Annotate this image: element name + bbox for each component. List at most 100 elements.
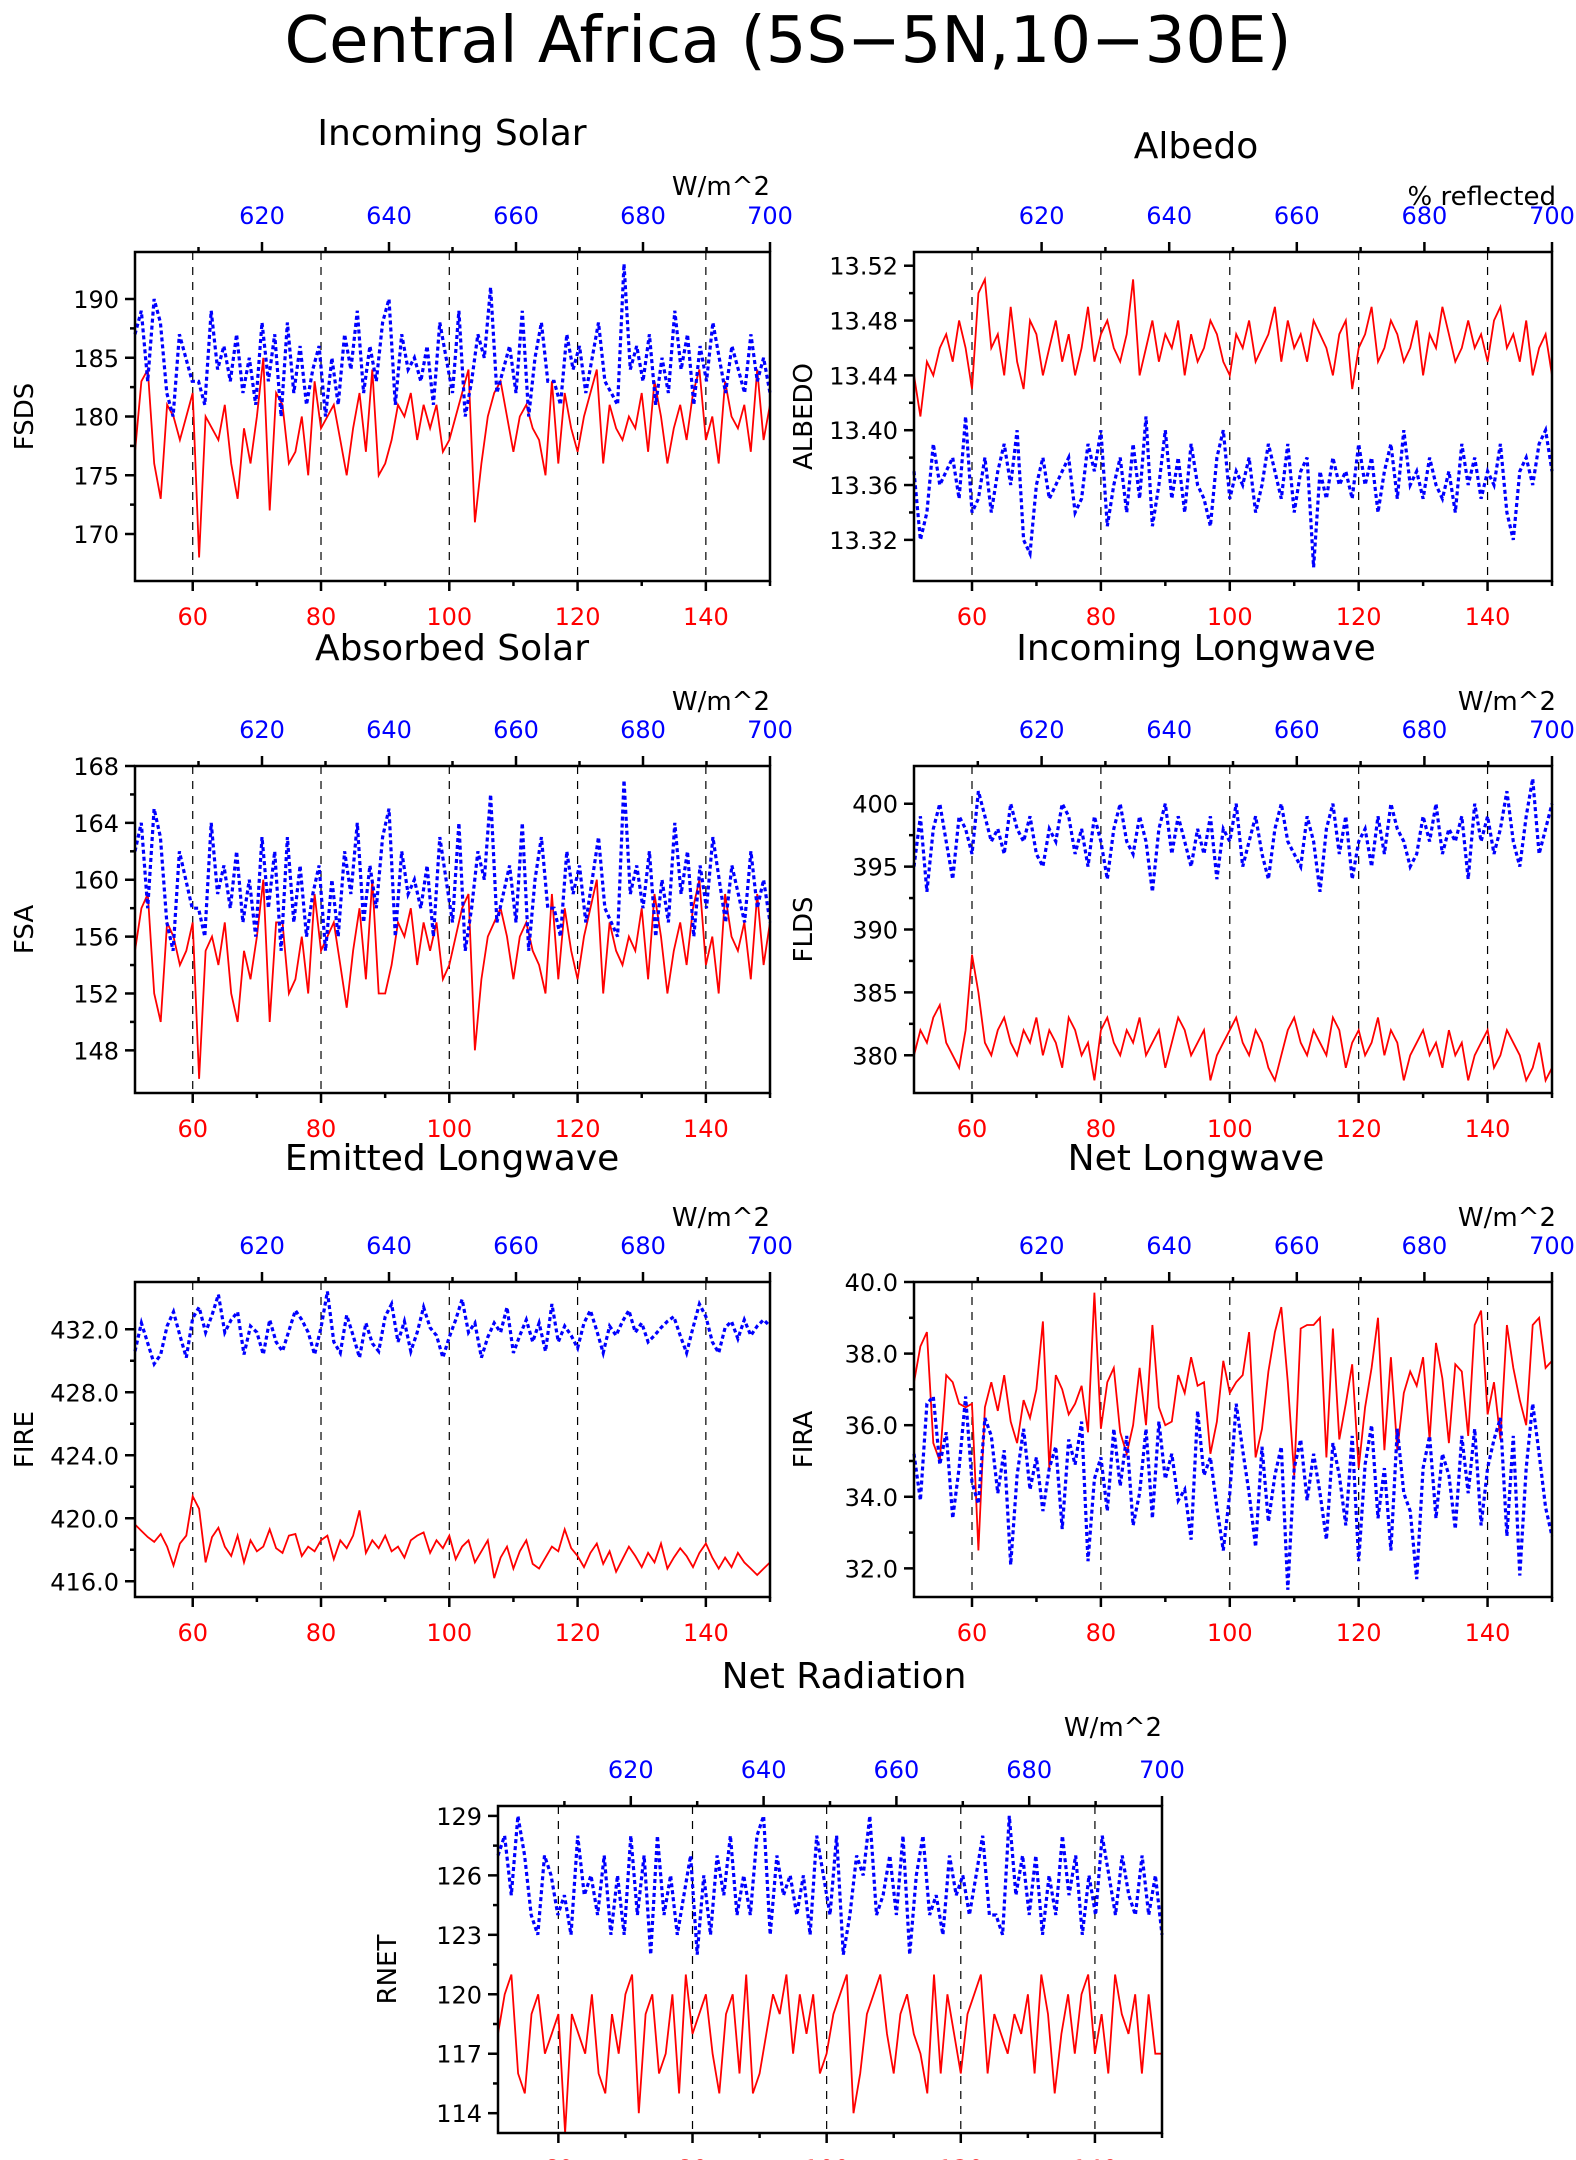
y-tick-label: 395 <box>852 854 898 882</box>
y-tick-label: 190 <box>73 286 119 314</box>
x-tick-label: 60 <box>177 1619 208 1647</box>
y-tick-label: 13.36 <box>829 472 898 500</box>
panel-flds: Incoming Longwave W/m^2 380 385 390 395 400 60 8… <box>789 628 1575 1143</box>
x2-tick-label: 620 <box>239 202 285 230</box>
plot-frame <box>133 250 772 583</box>
x-tick-label: 60 <box>177 603 208 631</box>
panel-title: Net Longwave <box>1068 1138 1325 1179</box>
y-tick-label: 380 <box>852 1042 898 1070</box>
x-tick-label: 100 <box>1207 1619 1253 1647</box>
x2-tick-label: 640 <box>366 716 412 744</box>
y-tick-label: 148 <box>73 1037 119 1065</box>
y-tick-label: 156 <box>73 924 119 952</box>
series-line-top <box>133 263 772 417</box>
series-line-top <box>496 1815 1164 1955</box>
y-tick-label: 129 <box>436 1803 482 1831</box>
y-axis-label: FSA <box>10 905 40 954</box>
y-tick-label: 114 <box>436 2100 482 2128</box>
x-tick-label: 140 <box>1465 603 1511 631</box>
y-tick-label: 13.40 <box>829 417 898 445</box>
panel-fira: Net Longwave W/m^2 32.0 34.0 36.0 38.0 40.0 60 8… <box>789 1138 1575 1647</box>
x2-tick-label: 680 <box>1401 202 1447 230</box>
panel-albedo: Albedo % reflected 13.32 13.36 13.40 13.44 13.… <box>789 126 1575 631</box>
series-line-bottom <box>134 879 771 1079</box>
x-tick-label: 140 <box>683 1115 729 1143</box>
y-tick-label: 152 <box>73 980 119 1008</box>
panel-rnet: Net Radiation W/m^2 114 117 120 123 126 129 60 80… <box>373 1656 1185 2160</box>
series-line-top <box>133 780 772 952</box>
y-axis-label: FIRA <box>789 1411 819 1469</box>
x-tick-label: 60 <box>957 1115 988 1143</box>
y-tick-label: 170 <box>73 521 119 549</box>
x2-tick-label: 680 <box>1401 1232 1447 1260</box>
x-tick-label: 100 <box>426 1619 472 1647</box>
y-tick-label: 180 <box>73 404 119 432</box>
x2-tick-label: 700 <box>747 202 793 230</box>
x2-tick-label: 620 <box>1019 716 1065 744</box>
y-tick-label: 13.44 <box>829 362 898 390</box>
x2-tick-label: 700 <box>747 1232 793 1260</box>
x-tick-label: 100 <box>804 2155 850 2160</box>
x2-tick-label: 700 <box>1139 1756 1185 1784</box>
panel-title: Emitted Longwave <box>285 1138 620 1179</box>
units-label: W/m^2 <box>672 172 770 202</box>
plot-frame <box>133 764 772 1095</box>
x-tick-label: 120 <box>1336 1619 1382 1647</box>
x-tick-label: 140 <box>1465 1619 1511 1647</box>
y-tick-label: 168 <box>73 753 119 781</box>
y-axis-label: FIRE <box>10 1411 40 1468</box>
x-tick-label: 120 <box>555 603 601 631</box>
y-tick-label: 385 <box>852 979 898 1007</box>
y-tick-label: 13.32 <box>829 527 898 555</box>
y-tick-label: 164 <box>73 810 119 838</box>
x-tick-label: 80 <box>677 2155 708 2160</box>
x-tick-label: 120 <box>1336 1115 1382 1143</box>
y-tick-label: 13.48 <box>829 308 898 336</box>
plot-frame <box>912 250 1554 583</box>
units-label: W/m^2 <box>1064 1713 1162 1743</box>
y-tick-label: 40.0 <box>845 1269 898 1297</box>
x-tick-label: 80 <box>1086 1115 1117 1143</box>
y-tick-label: 13.52 <box>829 253 898 281</box>
series-line-bottom <box>134 357 771 558</box>
x2-tick-label: 640 <box>1146 202 1192 230</box>
panel-title: Incoming Solar <box>317 113 586 154</box>
panel-fsds: Incoming Solar W/m^2 170 175 180 185 190 60 80 10… <box>10 113 793 631</box>
x2-tick-label: 700 <box>747 716 793 744</box>
x-tick-label: 100 <box>1207 603 1253 631</box>
x2-tick-label: 680 <box>1006 1756 1052 1784</box>
x2-tick-label: 640 <box>366 1232 412 1260</box>
plot-frame <box>496 1804 1164 2135</box>
x2-tick-label: 680 <box>1401 716 1447 744</box>
x2-tick-label: 660 <box>493 1232 539 1260</box>
x2-tick-label: 640 <box>741 1756 787 1784</box>
y-tick-label: 428.0 <box>50 1379 119 1407</box>
y-axis-label: ALBEDO <box>789 363 819 470</box>
units-label: W/m^2 <box>672 1203 770 1233</box>
x-tick-label: 140 <box>683 603 729 631</box>
x-tick-label: 100 <box>1207 1115 1253 1143</box>
y-tick-label: 390 <box>852 917 898 945</box>
series-line-bottom <box>134 1493 771 1579</box>
series-line-bottom <box>497 1974 1162 2134</box>
x-tick-label: 60 <box>177 1115 208 1143</box>
units-label: W/m^2 <box>1458 687 1556 717</box>
x-tick-label: 80 <box>1086 1619 1117 1647</box>
units-label: % reflected <box>1408 182 1556 212</box>
y-tick-label: 117 <box>436 2041 482 2069</box>
series-line-bottom <box>913 954 1553 1084</box>
x-tick-label: 80 <box>306 1115 337 1143</box>
x2-tick-label: 620 <box>608 1756 654 1784</box>
x2-tick-label: 700 <box>1529 202 1575 230</box>
x-tick-label: 140 <box>1465 1115 1511 1143</box>
y-tick-label: 120 <box>436 1981 482 2009</box>
y-tick-label: 424.0 <box>50 1442 119 1470</box>
panel-title: Albedo <box>1134 126 1259 167</box>
x-tick-label: 60 <box>957 603 988 631</box>
x2-tick-label: 660 <box>493 716 539 744</box>
x2-tick-label: 680 <box>620 716 666 744</box>
y-axis-label: RNET <box>373 1934 403 2004</box>
y-tick-label: 160 <box>73 867 119 895</box>
y-tick-label: 126 <box>436 1862 482 1890</box>
